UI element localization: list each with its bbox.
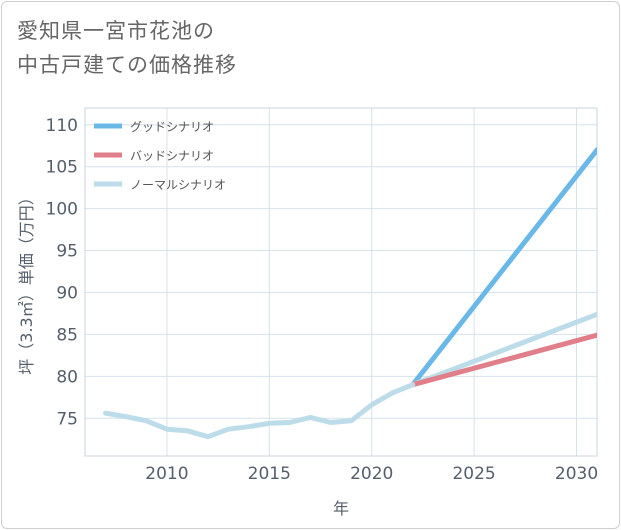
bad-legend-label: バッドシナリオ [130, 149, 214, 163]
x-axis-title: 年 [333, 499, 349, 518]
historical-price-line [103, 382, 416, 440]
x-tick-label: 2020 [350, 464, 393, 484]
y-tick-label: 90 [56, 283, 78, 303]
series-lines [103, 147, 597, 440]
y-tick-label: 80 [56, 367, 78, 387]
chart-title-line-1: 愛知県一宮市花池の [17, 19, 215, 43]
chart-title: 愛知県一宮市花池の 中古戸建ての価格推移 [17, 14, 437, 82]
normal-legend-label: ノーマルシナリオ [130, 178, 226, 192]
plot-area-border [84, 107, 598, 457]
gridlines [85, 108, 597, 456]
y-axis-title: 坪（3.3㎡）単価（万円） [17, 189, 36, 374]
y-tick-label: 75 [56, 409, 78, 429]
normal-scenario-line [410, 311, 597, 388]
x-tick-label: 2010 [145, 464, 188, 484]
x-tick-label: 2030 [555, 464, 598, 484]
good-scenario-line [410, 147, 597, 388]
good-legend-label: グッドシナリオ [130, 120, 214, 134]
x-tick-label: 2025 [452, 464, 495, 484]
y-tick-label: 100 [46, 200, 78, 220]
y-tick-label: 95 [56, 242, 78, 262]
y-axis-ticks: 75 80 85 90 95 100 105 110 [46, 116, 78, 429]
x-tick-label: 2015 [248, 464, 291, 484]
x-axis-ticks: 2010 2015 2020 2025 2030 [145, 464, 598, 484]
y-tick-label: 110 [46, 116, 78, 136]
y-tick-label: 85 [56, 325, 78, 345]
chart-title-line-2: 中古戸建ての価格推移 [17, 53, 237, 77]
y-tick-label: 105 [46, 158, 78, 178]
bad-scenario-line [410, 332, 597, 388]
